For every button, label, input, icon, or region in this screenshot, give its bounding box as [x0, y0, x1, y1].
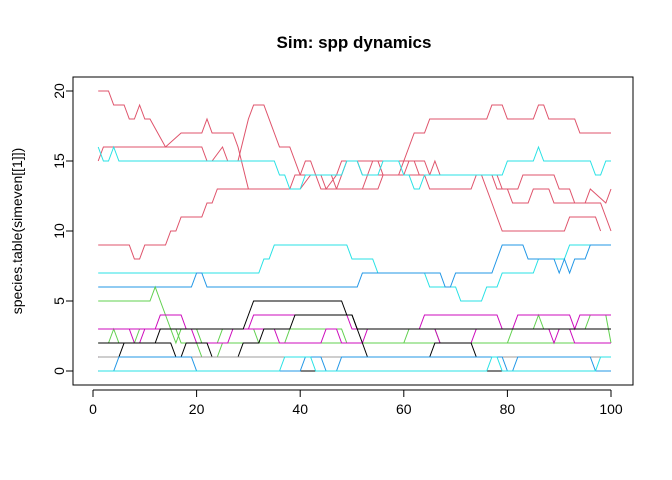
y-tick-label: 10 [51, 223, 67, 239]
series-line-18 [98, 356, 611, 372]
series-line-1 [98, 90, 611, 190]
series-line-7 [98, 244, 611, 288]
x-tick-label: 80 [500, 401, 516, 417]
x-tick-label: 60 [396, 401, 412, 417]
x-tick-label: 0 [89, 401, 97, 417]
y-tick-label: 0 [51, 367, 67, 375]
series-line-6 [98, 244, 611, 302]
y-axis-label: species.table(simeven[[1]]) [9, 148, 25, 315]
x-tick-label: 40 [292, 401, 308, 417]
series-line-2 [97, 104, 612, 232]
series-line-15 [98, 314, 611, 358]
y-tick-label: 15 [51, 153, 67, 169]
x-tick-label: 100 [599, 401, 623, 417]
series-line-5 [97, 145, 611, 190]
series-line-3 [98, 159, 602, 260]
series-layer [97, 90, 612, 372]
y-tick-label: 5 [51, 297, 67, 305]
y-axis: 0 5 10 15 20 [51, 83, 74, 375]
y-tick-label: 20 [51, 83, 67, 99]
chart-title: Sim: spp dynamics [277, 33, 432, 52]
x-tick-label: 20 [189, 401, 205, 417]
x-axis: 0 20 40 60 80 100 [89, 389, 623, 417]
series-line-17 [98, 356, 611, 372]
